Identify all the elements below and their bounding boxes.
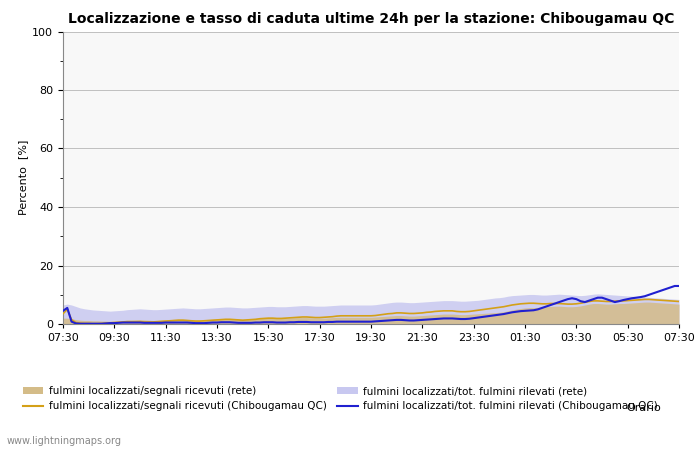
Y-axis label: Percento  [%]: Percento [%]: [18, 140, 28, 216]
Title: Localizzazione e tasso di caduta ultime 24h per la stazione: Chibougamau QC: Localizzazione e tasso di caduta ultime …: [68, 12, 674, 26]
Legend: fulmini localizzati/segnali ricevuti (rete), fulmini localizzati/segnali ricevut: fulmini localizzati/segnali ricevuti (re…: [18, 382, 662, 415]
Text: Orario: Orario: [626, 403, 662, 413]
Text: www.lightningmaps.org: www.lightningmaps.org: [7, 436, 122, 446]
